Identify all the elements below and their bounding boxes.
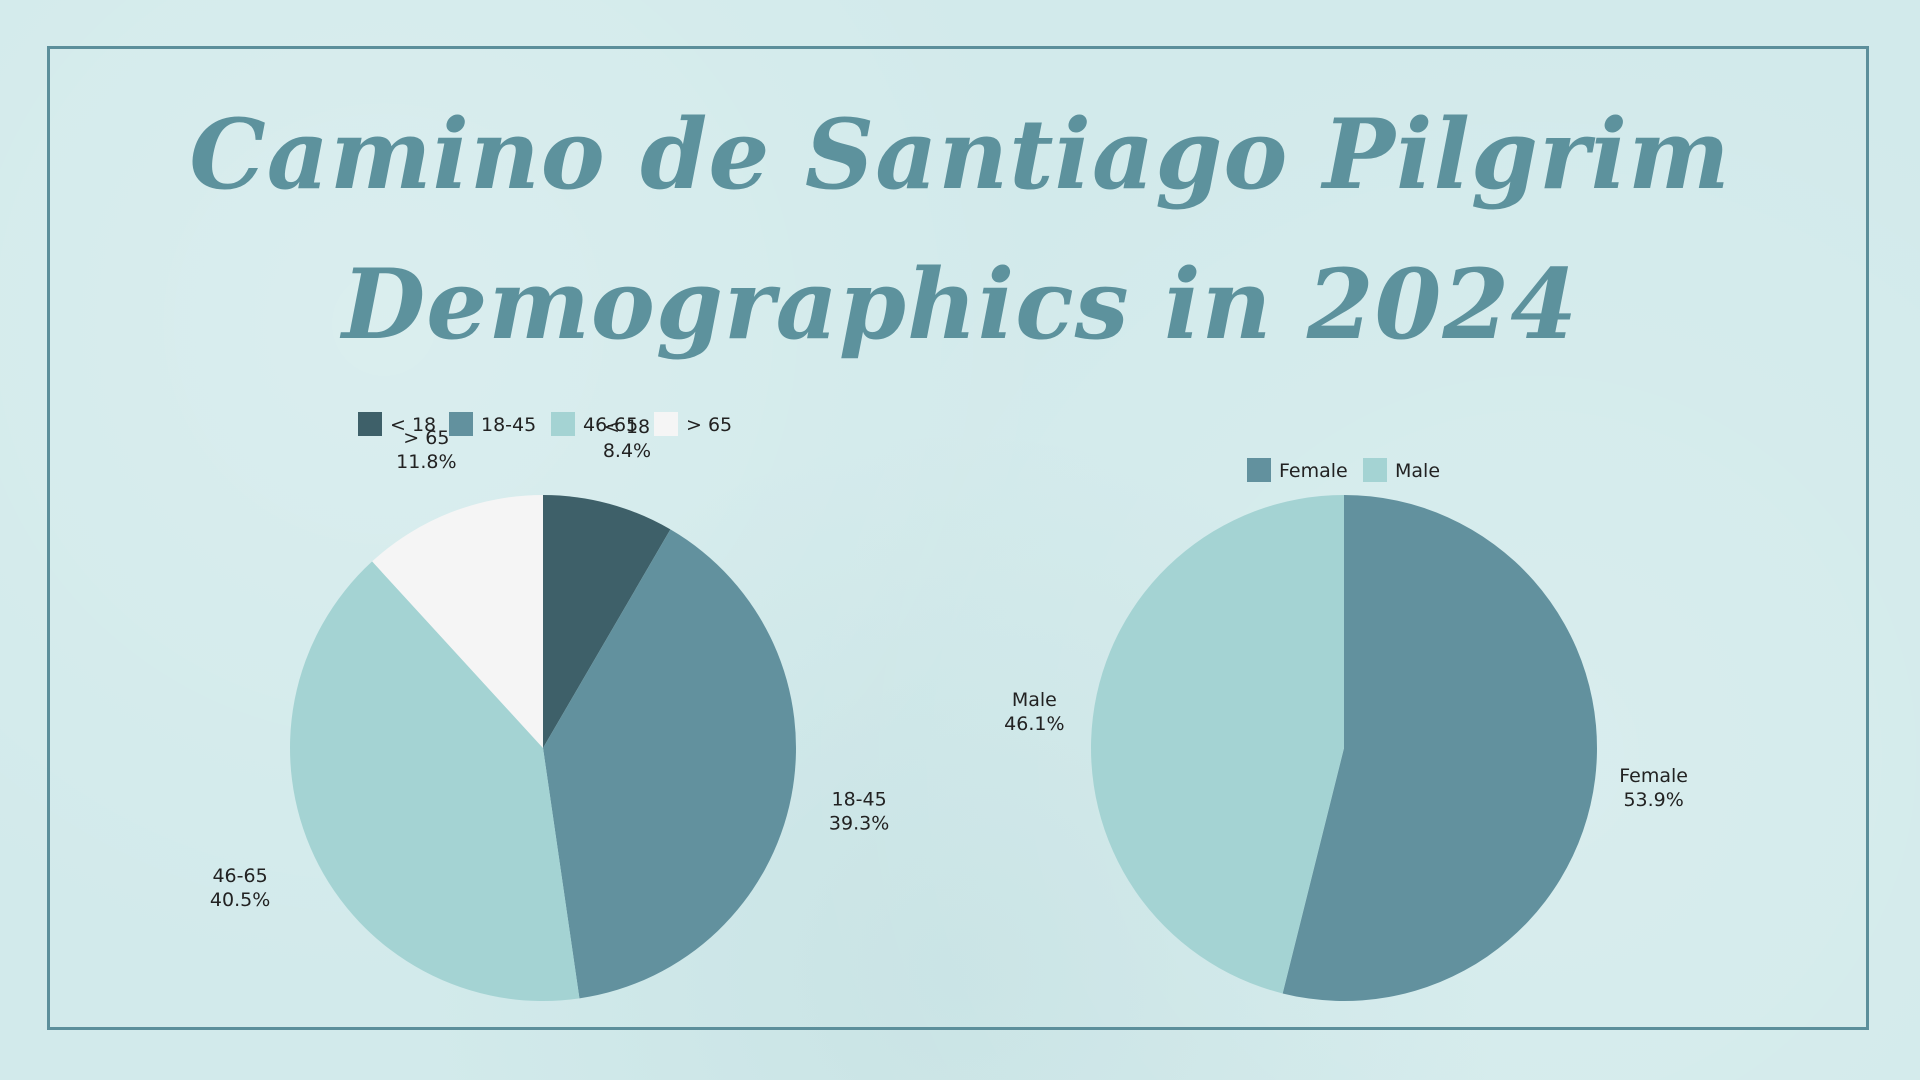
age-data-label-value-18-45: 39.3%: [829, 812, 889, 834]
gender-legend-swatch-female: [1247, 458, 1271, 482]
gender-slice-female: [1282, 495, 1598, 1001]
gender-legend-label-male: Male: [1395, 460, 1440, 482]
title-line-1: Camino de Santiago Pilgrim: [189, 98, 1731, 211]
gender-legend-swatch-male: [1363, 458, 1387, 482]
age-legend-swatch-lt-18: [358, 412, 382, 436]
age-legend-label-46-65: 46-65: [583, 414, 638, 436]
age-pie-chart: < 18 18-45 46-65 > 65< 188.4%18-4539.3%46-6…: [210, 412, 889, 1002]
age-data-label-category-lt-18: < 18: [604, 416, 650, 438]
page-title: Camino de Santiago Pilgrim Demographics …: [0, 80, 1920, 380]
gender-legend-label-female: Female: [1279, 460, 1348, 482]
title-line-2: Demographics in 2024: [341, 248, 1579, 361]
age-legend-swatch-18-45: [449, 412, 473, 436]
gender-data-label-value-male: 46.1%: [1004, 713, 1064, 735]
age-data-label-value-lt-18: 8.4%: [603, 440, 651, 462]
slide-frame: [47, 46, 1869, 1030]
age-slice-46-65: [290, 561, 580, 1002]
gender-slice-male: [1091, 495, 1344, 994]
age-data-label-category-18-45: 18-45: [831, 788, 886, 810]
age-legend-swatch-46-65: [551, 412, 575, 436]
age-data-label-category-46-65: 46-65: [212, 865, 267, 887]
gender-data-label-category-female: Female: [1619, 765, 1688, 787]
gender-data-label-value-female: 53.9%: [1623, 789, 1683, 811]
gender-data-label-category-male: Male: [1012, 689, 1057, 711]
age-data-label-value-gt-65: 11.8%: [396, 451, 456, 473]
age-slice-18-45: [543, 529, 796, 999]
age-legend-swatch-gt-65: [654, 412, 678, 436]
age-slice-lt-18: [543, 495, 671, 748]
age-slice-gt-65: [372, 495, 543, 748]
age-legend-label-lt-18: < 18: [390, 414, 436, 436]
age-data-label-category-gt-65: > 65: [403, 427, 449, 449]
age-legend-label-gt-65: > 65: [686, 414, 732, 436]
age-legend-label-18-45: 18-45: [481, 414, 536, 436]
age-data-label-value-46-65: 40.5%: [210, 889, 270, 911]
